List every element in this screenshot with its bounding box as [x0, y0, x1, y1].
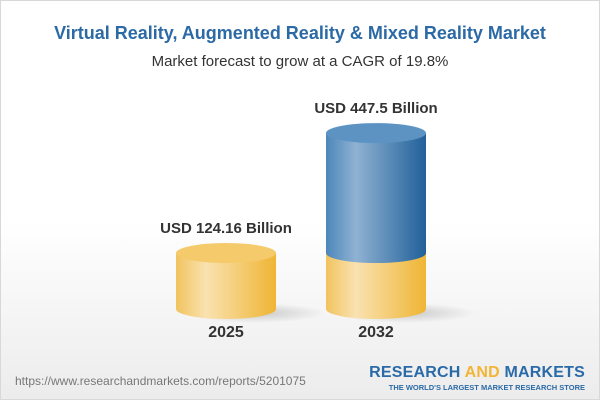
data-label: USD 124.16 Billion	[160, 220, 292, 237]
cylinder-chart: USD 124.16 Billion 2025 USD 447.5 Billion 2…	[160, 100, 476, 341]
bar-2025-top	[176, 243, 276, 264]
x-tick-label: 2025	[208, 324, 244, 341]
source-url[interactable]: https://www.researchandmarkets.com/repor…	[15, 374, 306, 388]
chart-subtitle: Market forecast to grow at a CAGR of 19.…	[151, 53, 449, 70]
bar-2032-base	[326, 253, 426, 319]
data-label: USD 447.5 Billion	[314, 100, 437, 117]
bar-2032-growth	[326, 133, 426, 264]
x-tick-label: 2032	[358, 324, 394, 341]
bar-2032-growth-top	[326, 123, 426, 144]
chart-title: Virtual Reality, Augmented Reality & Mix…	[54, 23, 546, 43]
bar-2025	[176, 253, 276, 319]
research-and-markets-logo: RESEARCH AND MARKETS THE WORLD'S LARGEST…	[369, 364, 585, 392]
